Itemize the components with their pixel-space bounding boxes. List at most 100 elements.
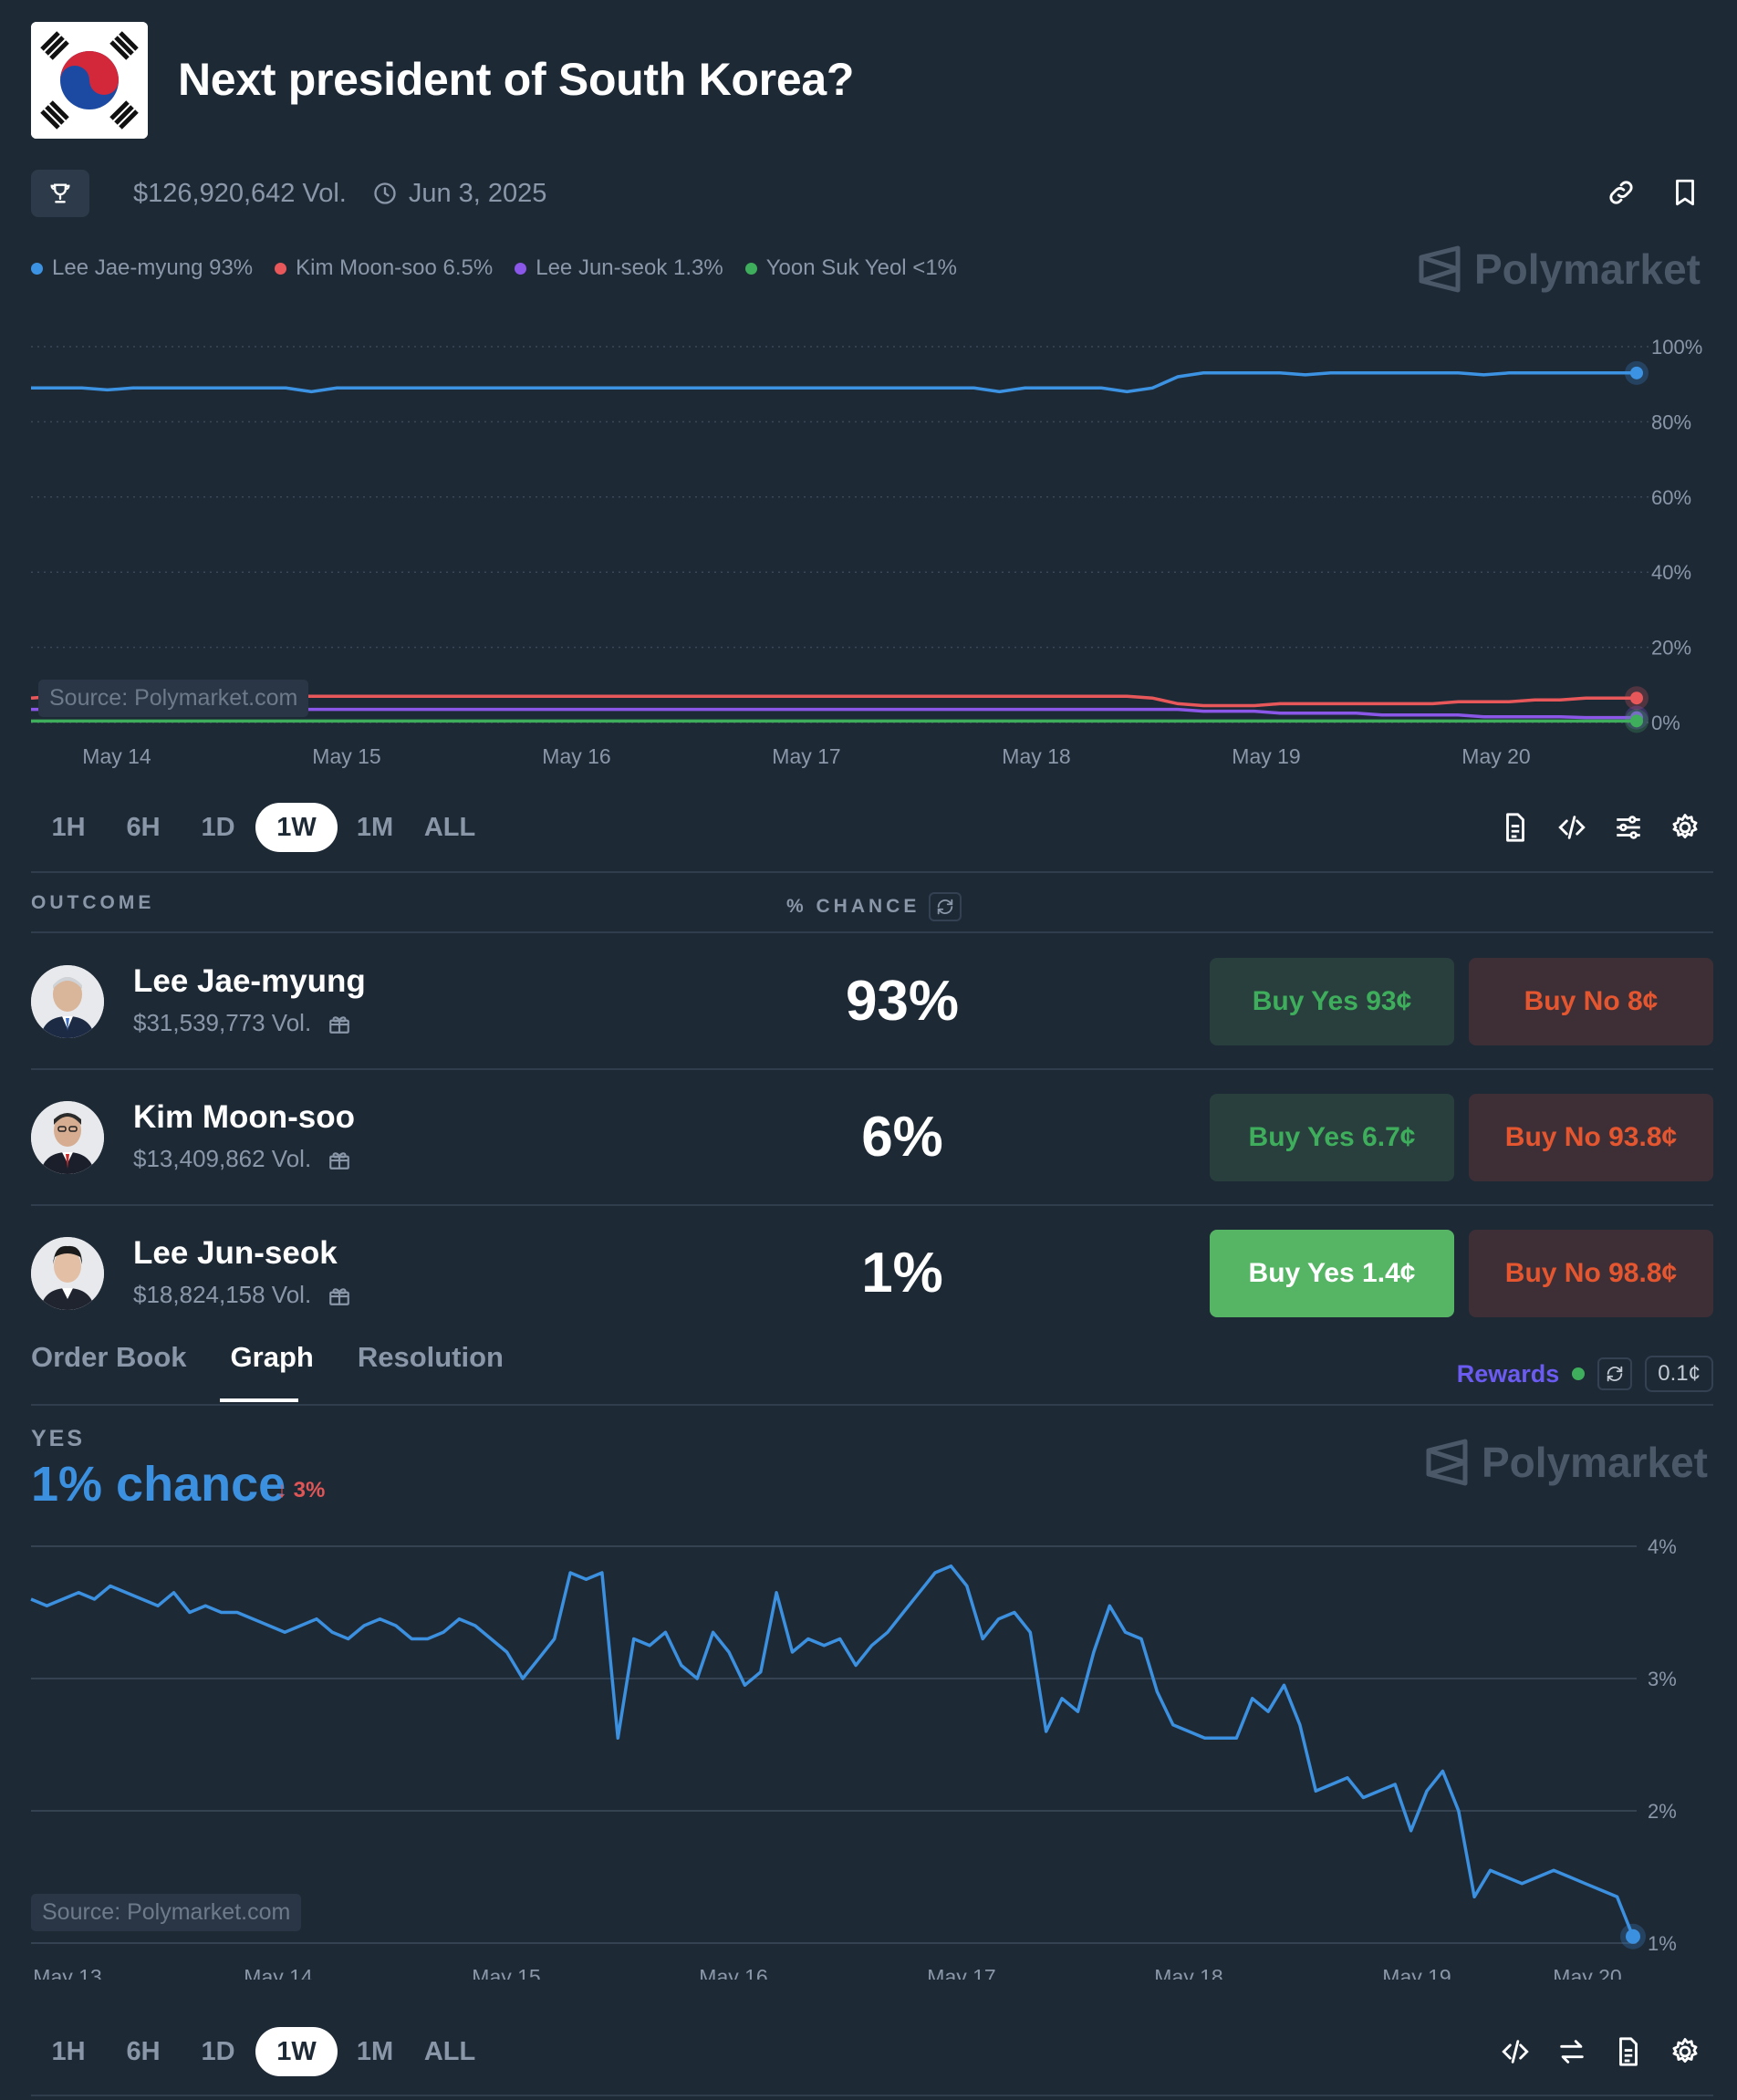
y-tick-label: 1% bbox=[1648, 1932, 1677, 1955]
market-detail-tabs: Order Book Graph Resolution bbox=[31, 1341, 504, 1374]
y-tick-label: 20% bbox=[1651, 637, 1691, 660]
time-tab-1m[interactable]: 1M bbox=[356, 2036, 394, 2066]
outcome-row[interactable]: Lee Jae-myung $31,539,773 Vol. 93% Buy Y… bbox=[31, 934, 1713, 1069]
time-range-tabs: 1H 6H 1D 1W 1M ALL bbox=[31, 2027, 487, 2076]
chart-legend: Lee Jae-myung 93% Kim Moon-soo 6.5% Lee … bbox=[31, 255, 957, 281]
chart-tools bbox=[1500, 812, 1701, 843]
time-tab-1m[interactable]: 1M bbox=[356, 812, 394, 842]
yes-price-chart[interactable]: 4% 3% 2% 1% May 13 May 14 May 15 May 16 May 17 Ma… bbox=[0, 1523, 1737, 1980]
swap-icon[interactable] bbox=[1556, 2036, 1587, 2067]
bookmark-icon[interactable] bbox=[1669, 177, 1701, 208]
outcome-column-header: OUTCOME bbox=[31, 892, 155, 913]
chance-delta: ↓ 3% bbox=[276, 1478, 326, 1502]
total-volume: $126,920,642 Vol. bbox=[133, 178, 347, 208]
y-tick-label: 4% bbox=[1648, 1535, 1677, 1558]
x-tick-label: May 13 bbox=[33, 1965, 101, 1980]
chart-source-label: Source: Polymarket.com bbox=[38, 680, 309, 717]
reward-rate-chip: 0.1¢ bbox=[1645, 1356, 1713, 1392]
polymarket-logo-icon bbox=[1419, 245, 1461, 293]
legend-item: Yoon Suk Yeol <1% bbox=[744, 255, 957, 281]
time-tab-all[interactable]: ALL bbox=[423, 2036, 476, 2066]
outcome-chance: 93% bbox=[845, 970, 960, 1033]
tab-order-book[interactable]: Order Book bbox=[31, 1341, 187, 1373]
document-icon[interactable] bbox=[1500, 812, 1531, 843]
legend-item: Kim Moon-soo 6.5% bbox=[275, 255, 493, 281]
chart-tools bbox=[1500, 2036, 1701, 2067]
time-tab-1h[interactable]: 1H bbox=[51, 812, 86, 842]
buy-no-button[interactable]: Buy No 8¢ bbox=[1469, 958, 1713, 1045]
refresh-icon bbox=[1607, 1366, 1623, 1382]
trophy-button[interactable] bbox=[31, 170, 89, 217]
avatar bbox=[31, 965, 104, 1038]
legend-item: Lee Jae-myung 93% bbox=[31, 255, 253, 281]
rewards-refresh-button[interactable] bbox=[1597, 1357, 1633, 1390]
series-line bbox=[31, 371, 1637, 394]
tab-resolution[interactable]: Resolution bbox=[357, 1341, 504, 1373]
embed-code-icon[interactable] bbox=[1556, 812, 1587, 843]
candidate-name: Kim Moon-soo bbox=[133, 1099, 356, 1135]
time-range-tabs: 1H 6H 1D 1W 1M ALL bbox=[31, 803, 487, 852]
tab-graph[interactable]: Graph bbox=[230, 1341, 314, 1373]
refresh-icon bbox=[938, 899, 953, 915]
settings-gear-icon[interactable] bbox=[1669, 2036, 1701, 2067]
time-tab-1w[interactable]: 1W bbox=[255, 803, 338, 852]
time-tab-1d[interactable]: 1D bbox=[201, 2036, 235, 2066]
x-tick-label: May 20 bbox=[1553, 1965, 1621, 1980]
y-tick-label: 3% bbox=[1648, 1668, 1677, 1690]
gift-icon[interactable] bbox=[328, 1284, 351, 1307]
x-tick-label: May 17 bbox=[772, 744, 840, 768]
buy-yes-button[interactable]: Buy Yes 1.4¢ bbox=[1210, 1230, 1454, 1317]
multi-outcome-chart[interactable]: 100% 80% 60% 40% 20% 0% May 14 May 15 May 16 May … bbox=[0, 328, 1737, 785]
polymarket-logo: Polymarket bbox=[1418, 244, 1701, 294]
avatar bbox=[31, 1237, 104, 1310]
south-korea-flag-icon bbox=[31, 22, 148, 139]
document-icon[interactable] bbox=[1613, 2036, 1644, 2067]
embed-code-icon[interactable] bbox=[1500, 2036, 1531, 2067]
legend-item: Lee Jun-seok 1.3% bbox=[515, 255, 723, 281]
time-tab-1d[interactable]: 1D bbox=[201, 812, 235, 842]
page-title: Next president of South Korea? bbox=[178, 54, 855, 105]
link-icon[interactable] bbox=[1606, 177, 1637, 208]
time-tab-6h[interactable]: 6H bbox=[126, 812, 161, 842]
x-tick-label: May 19 bbox=[1382, 1965, 1451, 1980]
time-tab-1h[interactable]: 1H bbox=[51, 2036, 86, 2066]
x-tick-label: May 18 bbox=[1154, 1965, 1222, 1980]
sliders-icon[interactable] bbox=[1613, 812, 1644, 843]
x-tick-label: May 15 bbox=[312, 744, 380, 768]
outcome-row[interactable]: Kim Moon-soo $13,409,862 Vol. 6% Buy Yes… bbox=[31, 1070, 1713, 1205]
buy-yes-button[interactable]: Buy Yes 93¢ bbox=[1210, 958, 1454, 1045]
candidate-name: Lee Jun-seok bbox=[133, 1235, 338, 1271]
time-tab-all[interactable]: ALL bbox=[423, 812, 476, 842]
y-tick-label: 2% bbox=[1648, 1800, 1677, 1823]
series-end-point bbox=[1630, 714, 1643, 728]
settings-gear-icon[interactable] bbox=[1669, 812, 1701, 843]
chance-value: 1% chance bbox=[31, 1457, 286, 1512]
outcome-side-label: YES bbox=[31, 1426, 86, 1451]
outcome-row[interactable]: Lee Jun-seok $18,824,158 Vol. 1% Buy Yes… bbox=[31, 1206, 1713, 1341]
polymarket-logo: Polymarket bbox=[1425, 1438, 1708, 1487]
candidate-volume: $31,539,773 Vol. bbox=[133, 1009, 351, 1037]
candidate-volume: $13,409,862 Vol. bbox=[133, 1145, 351, 1173]
gift-icon[interactable] bbox=[328, 1148, 351, 1171]
rewards-link[interactable]: Rewards bbox=[1456, 1359, 1560, 1388]
gift-icon[interactable] bbox=[328, 1012, 351, 1035]
end-date: Jun 3, 2025 bbox=[408, 178, 547, 208]
chance-column-header: % CHANCE bbox=[786, 892, 962, 921]
x-tick-label: May 16 bbox=[699, 1965, 767, 1980]
time-tab-6h[interactable]: 6H bbox=[126, 2036, 161, 2066]
chart-source-label: Source: Polymarket.com bbox=[31, 1894, 302, 1931]
x-tick-label: May 17 bbox=[927, 1965, 995, 1980]
x-tick-label: May 20 bbox=[1461, 744, 1530, 768]
clock-icon bbox=[374, 182, 396, 204]
time-tab-1w[interactable]: 1W bbox=[255, 2027, 338, 2076]
header-actions bbox=[1606, 177, 1701, 208]
series-end-point bbox=[1630, 366, 1643, 379]
candidate-name: Lee Jae-myung bbox=[133, 963, 366, 999]
series-line bbox=[30, 1564, 1635, 1938]
series-end-point bbox=[1630, 691, 1643, 705]
refresh-button[interactable] bbox=[929, 892, 962, 921]
buy-yes-button[interactable]: Buy Yes 6.7¢ bbox=[1210, 1094, 1454, 1181]
buy-no-button[interactable]: Buy No 93.8¢ bbox=[1469, 1094, 1713, 1181]
buy-no-button[interactable]: Buy No 98.8¢ bbox=[1469, 1230, 1713, 1317]
y-tick-label: 40% bbox=[1651, 561, 1691, 584]
